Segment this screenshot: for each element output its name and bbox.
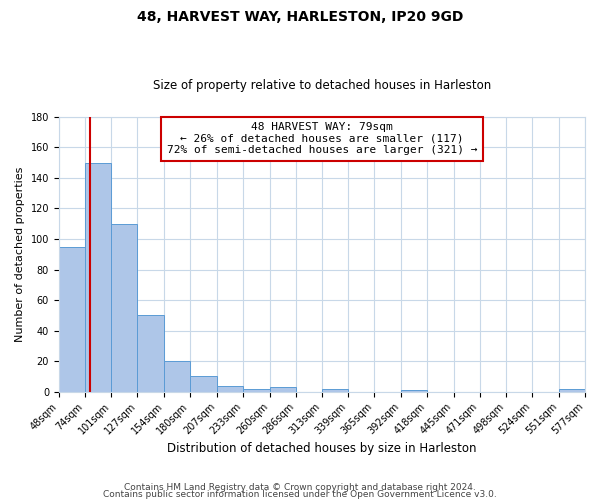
Y-axis label: Number of detached properties: Number of detached properties bbox=[15, 166, 25, 342]
Text: Contains HM Land Registry data © Crown copyright and database right 2024.: Contains HM Land Registry data © Crown c… bbox=[124, 484, 476, 492]
Bar bbox=[322, 388, 348, 392]
Text: 48 HARVEST WAY: 79sqm
← 26% of detached houses are smaller (117)
72% of semi-det: 48 HARVEST WAY: 79sqm ← 26% of detached … bbox=[167, 122, 477, 156]
Text: 48, HARVEST WAY, HARLESTON, IP20 9GD: 48, HARVEST WAY, HARLESTON, IP20 9GD bbox=[137, 10, 463, 24]
Bar bbox=[243, 388, 269, 392]
Bar bbox=[164, 361, 190, 392]
Title: Size of property relative to detached houses in Harleston: Size of property relative to detached ho… bbox=[153, 79, 491, 92]
Bar bbox=[217, 386, 243, 392]
Bar bbox=[269, 387, 296, 392]
Bar bbox=[59, 246, 85, 392]
Text: Contains public sector information licensed under the Open Government Licence v3: Contains public sector information licen… bbox=[103, 490, 497, 499]
Bar bbox=[559, 388, 585, 392]
Bar bbox=[85, 162, 112, 392]
Bar bbox=[137, 316, 164, 392]
Bar bbox=[190, 376, 217, 392]
X-axis label: Distribution of detached houses by size in Harleston: Distribution of detached houses by size … bbox=[167, 442, 476, 455]
Bar bbox=[401, 390, 427, 392]
Bar bbox=[112, 224, 137, 392]
